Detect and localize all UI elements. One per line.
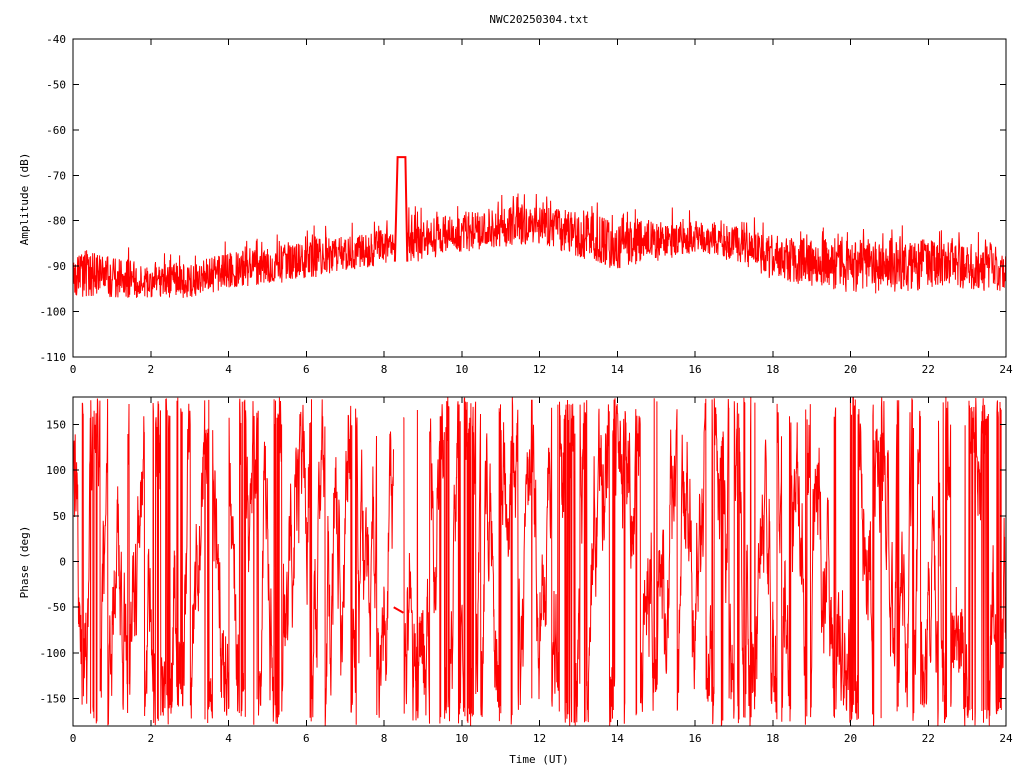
- phase-axes: 0 2 4 6 8 10 12 14 16 18 20 22 24150100500-50-100-15…: [40, 396, 1013, 745]
- amplitude-x-tick-label: 8: [381, 363, 388, 376]
- amplitude-x-tick-label: 22: [922, 363, 935, 376]
- phase-x-tick-label: 4: [225, 732, 232, 745]
- phase-y-tick-label: -150: [40, 693, 67, 706]
- amplitude-plateau: [393, 156, 409, 262]
- amplitude-axes: 0 2 4 6 8 10 12 14 16 18 20 22 24-40-50-60-70-80-90-…: [40, 33, 1013, 376]
- phase-y-axis-label: Phase (deg): [18, 526, 31, 599]
- amplitude-x-tick-label: 10: [455, 363, 468, 376]
- amplitude-x-tick-label: 2: [147, 363, 154, 376]
- amplitude-y-tick-label: -60: [46, 124, 66, 137]
- phase-x-tick-label: 8: [381, 732, 388, 745]
- amplitude-panel: 0 2 4 6 8 10 12 14 16 18 20 22 24-40-50-60-70-80-90-…: [18, 33, 1013, 376]
- phase-y-tick-label: -50: [46, 601, 66, 614]
- phase-x-tick-label: 0: [70, 732, 77, 745]
- phase-x-tick-label: 22: [922, 732, 935, 745]
- phase-x-tick-label: 12: [533, 732, 546, 745]
- amplitude-y-tick-label: -70: [46, 169, 66, 182]
- phase-x-tick-label: 16: [688, 732, 701, 745]
- amplitude-x-tick-label: 4: [225, 363, 232, 376]
- amplitude-y-tick-label: -40: [46, 33, 66, 46]
- amplitude-x-tick-label: 20: [844, 363, 857, 376]
- amplitude-series-segment-2: [406, 193, 1007, 294]
- amplitude-y-axis-label: Amplitude (dB): [18, 153, 31, 246]
- phase-y-tick-label: 0: [59, 556, 66, 569]
- amplitude-y-tick-label: -100: [40, 306, 67, 319]
- phase-y-tick-label: 50: [53, 510, 66, 523]
- amplitude-trace: [72, 156, 1007, 298]
- phase-trace: [72, 396, 1007, 727]
- amplitude-x-tick-label: 6: [303, 363, 310, 376]
- amplitude-x-tick-label: 12: [533, 363, 546, 376]
- amplitude-x-tick-label: 18: [766, 363, 779, 376]
- amplitude-series-segment-1: [72, 220, 396, 298]
- phase-plateau: [393, 606, 404, 614]
- amplitude-x-tick-label: 24: [999, 363, 1013, 376]
- phase-x-tick-label: 14: [611, 732, 625, 745]
- amplitude-x-tick-label: 16: [688, 363, 701, 376]
- amplitude-y-tick-label: -90: [46, 260, 66, 273]
- phase-x-tick-label: 10: [455, 732, 468, 745]
- phase-x-tick-label: 2: [147, 732, 154, 745]
- phase-x-axis-label: Time (UT): [509, 753, 569, 766]
- phase-x-tick-label: 6: [303, 732, 310, 745]
- amplitude-y-tick-label: -110: [40, 351, 67, 364]
- phase-y-tick-label: 100: [46, 464, 66, 477]
- amplitude-y-tick-label: -50: [46, 78, 66, 91]
- phase-panel: 0 2 4 6 8 10 12 14 16 18 20 22 24150100500-50-100-15…: [18, 396, 1013, 766]
- phase-series: [72, 396, 1007, 727]
- phase-y-tick-label: -100: [40, 647, 67, 660]
- amplitude-x-tick-label: 14: [611, 363, 625, 376]
- amplitude-x-tick-label: 0: [70, 363, 77, 376]
- phase-x-tick-label: 24: [999, 732, 1013, 745]
- chart-title: NWC20250304.txt: [489, 13, 588, 26]
- phase-y-tick-label: 150: [46, 418, 66, 431]
- phase-x-tick-label: 20: [844, 732, 857, 745]
- phase-x-tick-label: 18: [766, 732, 779, 745]
- amplitude-y-tick-label: -80: [46, 215, 66, 228]
